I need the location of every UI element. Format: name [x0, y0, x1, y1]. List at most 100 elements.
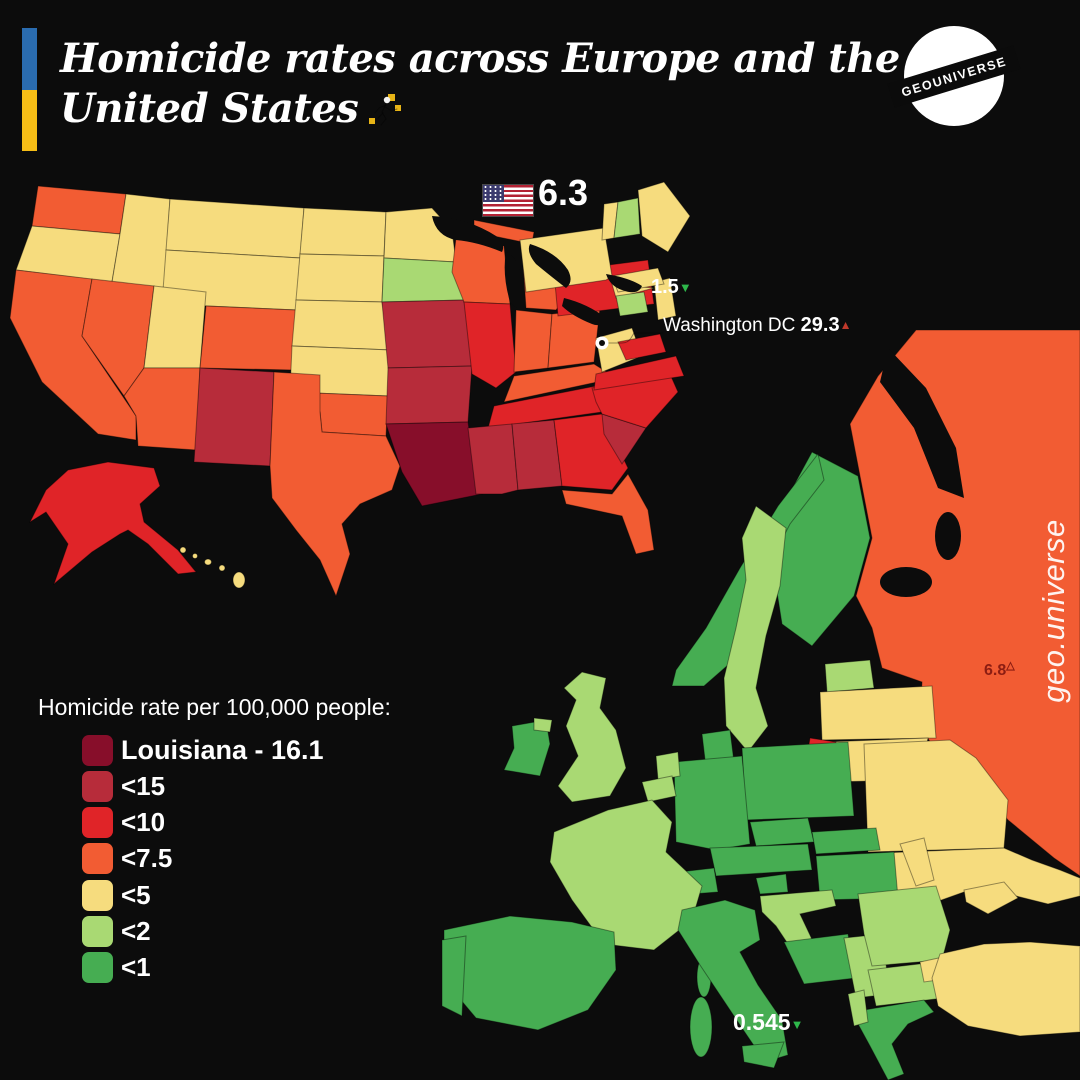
state-south-dakota	[295, 253, 385, 303]
legend-swatch	[82, 843, 113, 874]
europe-map	[441, 330, 1080, 1080]
ukraine-flag-bar-yellow	[22, 90, 37, 151]
country-latvia	[819, 685, 937, 741]
russia-rate-label: 6.8△	[984, 660, 1015, 679]
lake-onega	[935, 512, 961, 560]
country-albania	[847, 989, 869, 1027]
legend-row: <7.5	[82, 843, 172, 874]
state-connecticut	[615, 291, 649, 317]
ukraine-flag-bar-blue	[22, 28, 37, 90]
legend-row: <15	[82, 771, 165, 802]
triangle-down-icon: ▼	[790, 1017, 804, 1032]
state-north-dakota	[299, 207, 387, 257]
lake-ontario	[606, 274, 642, 293]
state-texas	[269, 371, 401, 598]
state-mississippi	[467, 423, 519, 495]
title-line-1: Homicide rates across Europe and the	[60, 35, 900, 82]
legend-label: <15	[121, 771, 166, 801]
us-flag-canton	[483, 185, 504, 202]
legend-swatch	[82, 916, 113, 947]
state-colorado	[199, 305, 297, 371]
legend-label: <2	[121, 916, 151, 946]
legend-row: <5	[82, 880, 151, 911]
page-title: Homicide rates across Europe and the Uni…	[60, 34, 900, 134]
country-poland	[741, 741, 855, 821]
country-belgium	[641, 775, 677, 803]
country-portugal	[441, 935, 467, 1017]
country-greece	[857, 999, 935, 1080]
island-sicily	[741, 1041, 785, 1069]
state-new-hampshire	[613, 197, 641, 239]
country-czechia	[749, 817, 815, 847]
us-average-label: 6.3	[538, 172, 589, 213]
legend-label: <1	[121, 952, 151, 982]
state-hawaii	[218, 564, 226, 572]
state-nebraska	[291, 299, 391, 351]
island-sardinia	[689, 996, 713, 1058]
country-italy	[677, 899, 789, 1063]
legend-label: <5	[121, 880, 151, 910]
legend-swatch	[82, 880, 113, 911]
us-flag-icon	[483, 185, 533, 216]
legend-title: Homicide rate per 100,000 people:	[38, 694, 391, 720]
legend-swatch	[82, 735, 113, 766]
state-iowa	[381, 257, 465, 303]
lake-superior	[432, 216, 504, 252]
country-ukraine-crimea	[963, 881, 1019, 915]
title-line-2: United States	[60, 84, 820, 134]
country-germany	[673, 755, 751, 851]
state-new-mexico	[193, 367, 275, 467]
country-slovenia	[755, 873, 789, 895]
state-california	[9, 269, 137, 441]
state-montana	[165, 198, 305, 259]
lake-huron	[528, 244, 571, 288]
legend-row: Louisiana - 16.1	[82, 735, 324, 766]
country-estonia	[824, 659, 875, 693]
state-hawaii	[179, 546, 187, 554]
legend-label: <7.5	[121, 843, 173, 873]
washington-dc-label: Washington DC 29.3▲	[663, 314, 852, 336]
country-belarus	[863, 739, 1009, 853]
triangle-down-icon: ▼	[678, 280, 692, 295]
state-hawaii	[232, 571, 246, 589]
country-uk-northern-ireland	[533, 717, 553, 733]
state-maine	[637, 181, 691, 253]
state-maryland	[617, 333, 667, 361]
country-turkey	[931, 941, 1080, 1037]
legend-label: Louisiana - 16.1	[121, 735, 324, 765]
legend-swatch	[82, 952, 113, 983]
watermark-text: geo.universe	[1036, 519, 1071, 703]
country-romania	[857, 885, 951, 967]
runner-emoji-icon	[368, 92, 402, 128]
lake-michigan	[504, 252, 524, 309]
legend-row: <2	[82, 916, 151, 947]
state-utah	[143, 285, 207, 369]
country-france	[549, 799, 703, 951]
state-new-jersey	[653, 277, 677, 321]
legend-swatch	[82, 807, 113, 838]
state-virginia	[593, 355, 685, 391]
country-spain	[443, 915, 617, 1031]
country-austria	[709, 843, 813, 877]
geouniverse-logo: GEOUNIVERSE	[887, 26, 1021, 126]
state-illinois	[463, 301, 517, 389]
lake-ladoga	[880, 567, 932, 597]
country-russia	[849, 330, 1080, 877]
legend-row: <1	[82, 952, 151, 983]
lake-erie	[562, 298, 606, 326]
country-united-kingdom	[557, 671, 627, 803]
us-map	[9, 181, 691, 598]
white-sea	[880, 348, 964, 498]
legend-row: <10	[82, 807, 165, 838]
country-slovakia	[811, 827, 881, 855]
state-alaska	[28, 461, 197, 586]
state-florida	[561, 473, 655, 555]
dc-callout-line	[595, 332, 664, 350]
state-hawaii	[204, 558, 212, 566]
legend-label: <10	[121, 807, 166, 837]
triangle-up-outline-icon: △	[1006, 660, 1015, 672]
legend-swatch	[82, 771, 113, 802]
state-hawaii	[192, 553, 198, 559]
state-south-carolina	[601, 413, 647, 465]
